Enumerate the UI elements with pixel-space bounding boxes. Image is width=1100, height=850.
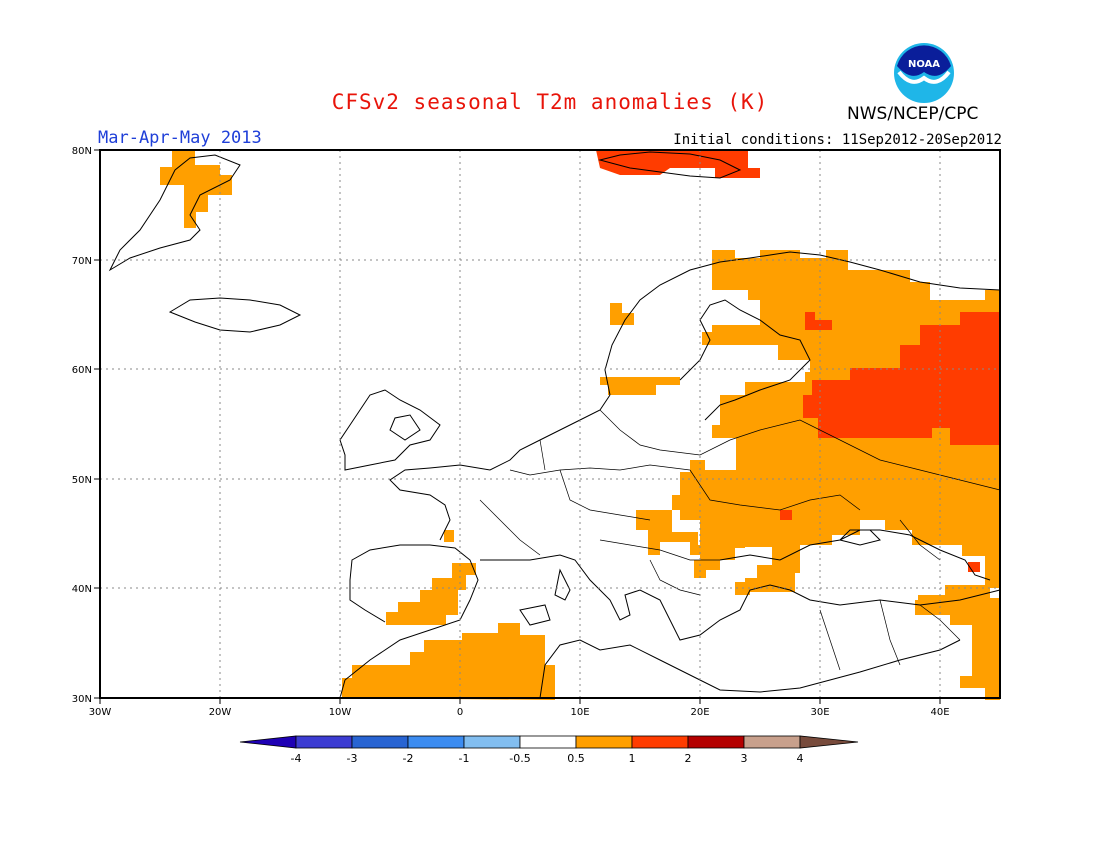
noaa-logo: NOAA bbox=[894, 43, 954, 103]
legend-swatch bbox=[463, 735, 521, 749]
anomaly-region bbox=[694, 560, 720, 578]
legend-label: -1 bbox=[459, 752, 470, 765]
legend-label: -2 bbox=[403, 752, 414, 765]
graticule bbox=[100, 150, 1000, 698]
anomaly-region bbox=[918, 595, 945, 604]
lat-tick-label: 60N bbox=[72, 365, 92, 376]
lat-tick-label: 40N bbox=[72, 584, 92, 595]
lon-tick-label: 20W bbox=[209, 707, 232, 718]
legend-swatch bbox=[407, 735, 465, 749]
legend-label: -3 bbox=[347, 752, 358, 765]
anomaly-region bbox=[700, 500, 760, 560]
axis-ticks bbox=[94, 149, 941, 704]
legend-label: 1 bbox=[629, 752, 636, 765]
anomaly-region bbox=[342, 623, 555, 700]
anomaly-region bbox=[386, 563, 476, 625]
anomaly-region bbox=[160, 150, 232, 228]
legend-label: 0.5 bbox=[567, 752, 585, 765]
initial-conditions: Initial conditions: 11Sep2012-20Sep2012 bbox=[673, 132, 1002, 148]
anomaly-region bbox=[672, 250, 1000, 700]
anomaly-region bbox=[636, 510, 712, 555]
lon-tick-label: 0 bbox=[457, 707, 463, 718]
anomaly-region bbox=[610, 303, 634, 325]
legend-swatch bbox=[743, 735, 801, 749]
anomaly-region bbox=[444, 530, 454, 542]
legend-swatch bbox=[799, 735, 859, 749]
lon-tick-label: 10W bbox=[329, 707, 352, 718]
legend-label: -4 bbox=[291, 752, 302, 765]
lon-tick-label: 20E bbox=[690, 707, 709, 718]
anomaly-region bbox=[735, 582, 750, 595]
coastlines bbox=[108, 151, 1001, 699]
logo-text: NOAA bbox=[908, 59, 940, 70]
color-legend bbox=[239, 735, 859, 749]
anomaly-region bbox=[968, 562, 980, 572]
lat-tick-label: 80N bbox=[72, 146, 92, 157]
anomaly-shading bbox=[160, 150, 1000, 700]
lon-tick-label: 30W bbox=[89, 707, 112, 718]
anomaly-region bbox=[805, 312, 832, 330]
legend-swatch bbox=[631, 735, 689, 749]
anomaly-region bbox=[600, 377, 680, 395]
anomaly-region bbox=[803, 312, 1000, 445]
legend-swatch bbox=[519, 735, 577, 749]
legend-label: 3 bbox=[741, 752, 748, 765]
lat-tick-label: 30N bbox=[72, 694, 92, 705]
legend-label: 4 bbox=[797, 752, 804, 765]
forecast-period: Mar-Apr-May 2013 bbox=[98, 128, 262, 148]
map-frame bbox=[99, 149, 1001, 699]
legend-swatch bbox=[351, 735, 409, 749]
lat-tick-label: 70N bbox=[72, 256, 92, 267]
lat-tick-label: 50N bbox=[72, 475, 92, 486]
anomaly-region bbox=[780, 510, 792, 520]
country-borders bbox=[479, 409, 1001, 671]
map-title: CFSv2 seasonal T2m anomalies (K) bbox=[331, 90, 769, 114]
legend-swatch bbox=[239, 735, 297, 749]
lon-tick-label: 10E bbox=[570, 707, 589, 718]
legend-swatch bbox=[575, 735, 633, 749]
anomaly-region bbox=[596, 150, 760, 178]
legend-swatch bbox=[295, 735, 353, 749]
legend-label: 2 bbox=[685, 752, 692, 765]
agency-label: NWS/NCEP/CPC bbox=[847, 104, 979, 124]
lon-tick-label: 40E bbox=[930, 707, 949, 718]
legend-swatch bbox=[687, 735, 745, 749]
legend-label: -0.5 bbox=[509, 752, 530, 765]
anomaly-region bbox=[780, 583, 795, 592]
lon-tick-label: 30E bbox=[810, 707, 829, 718]
